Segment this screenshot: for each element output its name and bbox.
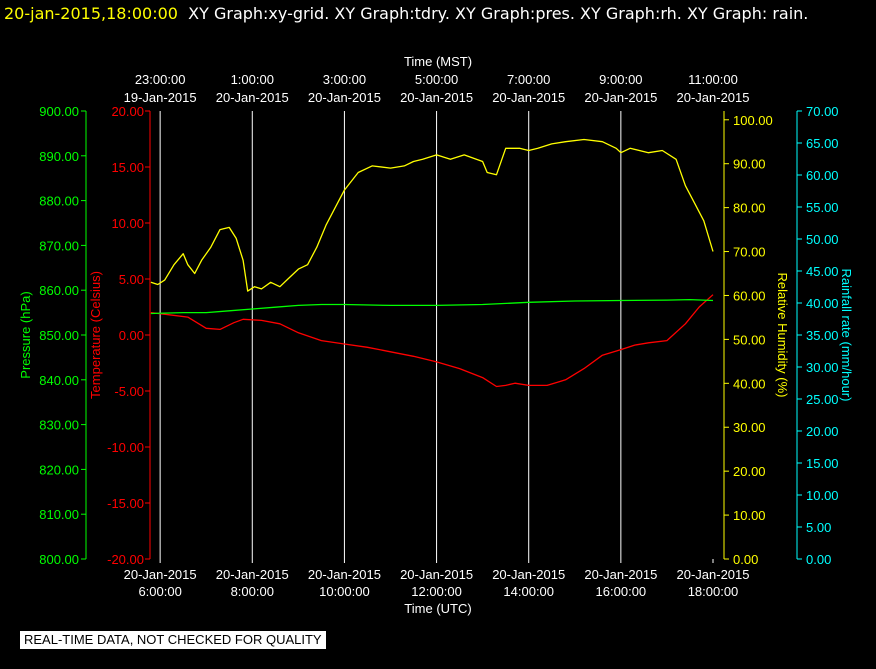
temperature-axis-label: Temperature (Celsius)	[88, 271, 103, 399]
pressure-axis-label: Pressure (hPa)	[18, 291, 33, 378]
humidity-tick-label: 90.00	[733, 157, 766, 172]
temperature-tick-label: 0.00	[119, 328, 144, 343]
top-tick-time: 5:00:00	[415, 72, 458, 87]
bottom-tick-time: 10:00:00	[319, 584, 370, 599]
top-tick-date: 20-Jan-2015	[400, 90, 473, 105]
humidity-tick-label: 100.00	[733, 113, 773, 128]
series-line-rh	[150, 138, 714, 292]
rain-tick-label: 70.00	[806, 104, 839, 119]
temperature-tick-label: -15.00	[107, 496, 144, 511]
series-line-pres	[150, 298, 714, 315]
top-tick-time: 1:00:00	[231, 72, 274, 87]
humidity-tick-label: 80.00	[733, 201, 766, 216]
top-axis-title: Time (MST)	[404, 54, 472, 69]
bottom-tick-time: 12:00:00	[411, 584, 462, 599]
rain-axis-label: Rainfall rate (mm/hour)	[839, 269, 854, 402]
pressure-tick-label: 830.00	[39, 418, 79, 433]
rain-tick-label: 0.00	[806, 552, 831, 567]
rain-tick-label: 55.00	[806, 200, 839, 215]
pressure-tick-label: 900.00	[39, 104, 79, 119]
rain-tick-label: 50.00	[806, 232, 839, 247]
humidity-tick-label: 0.00	[733, 552, 758, 567]
top-tick-date: 19-Jan-2015	[124, 90, 197, 105]
humidity-tick-label: 70.00	[733, 245, 766, 260]
rain-tick-label: 45.00	[806, 264, 839, 279]
page-header: 20-jan-2015,18:00:00 XY Graph:xy-grid. X…	[4, 0, 864, 28]
humidity-tick-label: 20.00	[733, 464, 766, 479]
rain-tick-label: 60.00	[806, 168, 839, 183]
pressure-tick-label: 800.00	[39, 552, 79, 567]
humidity-tick-label: 60.00	[733, 288, 766, 303]
bottom-tick-time: 18:00:00	[688, 584, 739, 599]
bottom-tick-time: 6:00:00	[138, 584, 181, 599]
temperature-tick-label: 15.00	[111, 160, 144, 175]
series-line-tdry	[150, 294, 714, 388]
bottom-tick-date: 20-Jan-2015	[308, 567, 381, 582]
bottom-tick-date: 20-Jan-2015	[677, 567, 750, 582]
pressure-tick-label: 820.00	[39, 462, 79, 477]
rain-tick-label: 65.00	[806, 136, 839, 151]
pressure-tick-label: 840.00	[39, 373, 79, 388]
axes: 20-Jan-2015 6:00:00 20-Jan-2015 8:00:00 20-J…	[39, 72, 838, 599]
bottom-tick-date: 20-Jan-2015	[400, 567, 473, 582]
humidity-tick-label: 30.00	[733, 420, 766, 435]
top-tick-time: 7:00:00	[507, 72, 550, 87]
temperature-tick-label: -10.00	[107, 440, 144, 455]
bottom-tick-time: 8:00:00	[231, 584, 274, 599]
bottom-tick-date: 20-Jan-2015	[492, 567, 565, 582]
quality-notice: REAL-TIME DATA, NOT CHECKED FOR QUALITY	[20, 631, 326, 649]
bottom-tick-time: 16:00:00	[596, 584, 647, 599]
top-tick-date: 20-Jan-2015	[216, 90, 289, 105]
rain-tick-label: 20.00	[806, 424, 839, 439]
top-tick-date: 20-Jan-2015	[308, 90, 381, 105]
plot-area	[150, 111, 713, 559]
pressure-tick-label: 850.00	[39, 328, 79, 343]
temperature-tick-label: 10.00	[111, 216, 144, 231]
pressure-tick-label: 870.00	[39, 238, 79, 253]
humidity-tick-label: 50.00	[733, 332, 766, 347]
header-title: XY Graph:xy-grid. XY Graph:tdry. XY Grap…	[188, 4, 809, 23]
top-tick-time: 9:00:00	[599, 72, 642, 87]
top-tick-date: 20-Jan-2015	[584, 90, 657, 105]
pressure-tick-label: 860.00	[39, 283, 79, 298]
bottom-tick-time: 14:00:00	[503, 584, 554, 599]
rain-tick-label: 35.00	[806, 328, 839, 343]
top-tick-time: 23:00:00	[135, 72, 186, 87]
data-series	[150, 138, 714, 388]
bottom-tick-date: 20-Jan-2015	[124, 567, 197, 582]
pressure-tick-label: 810.00	[39, 507, 79, 522]
humidity-tick-label: 10.00	[733, 508, 766, 523]
rain-tick-label: 10.00	[806, 488, 839, 503]
rain-tick-label: 5.00	[806, 520, 831, 535]
humidity-axis-label: Relative Humidity (%)	[775, 273, 790, 398]
top-tick-date: 20-Jan-2015	[492, 90, 565, 105]
header-timestamp: 20-jan-2015,18:00:00	[4, 4, 178, 23]
bottom-tick-date: 20-Jan-2015	[584, 567, 657, 582]
top-tick-date: 20-Jan-2015	[677, 90, 750, 105]
bottom-tick-date: 20-Jan-2015	[216, 567, 289, 582]
rain-tick-label: 30.00	[806, 360, 839, 375]
pressure-tick-label: 890.00	[39, 149, 79, 164]
pressure-tick-label: 880.00	[39, 194, 79, 209]
rain-tick-label: 15.00	[806, 456, 839, 471]
rain-tick-label: 25.00	[806, 392, 839, 407]
top-tick-time: 3:00:00	[323, 72, 366, 87]
temperature-tick-label: -5.00	[114, 384, 144, 399]
rain-tick-label: 40.00	[806, 296, 839, 311]
grid-lines	[159, 111, 622, 559]
humidity-tick-label: 40.00	[733, 376, 766, 391]
bottom-axis-title: Time (UTC)	[404, 601, 471, 616]
top-tick-time: 11:00:00	[688, 72, 738, 87]
temperature-tick-label: 5.00	[119, 272, 144, 287]
temperature-tick-label: -20.00	[107, 552, 144, 567]
temperature-tick-label: 20.00	[111, 104, 144, 119]
